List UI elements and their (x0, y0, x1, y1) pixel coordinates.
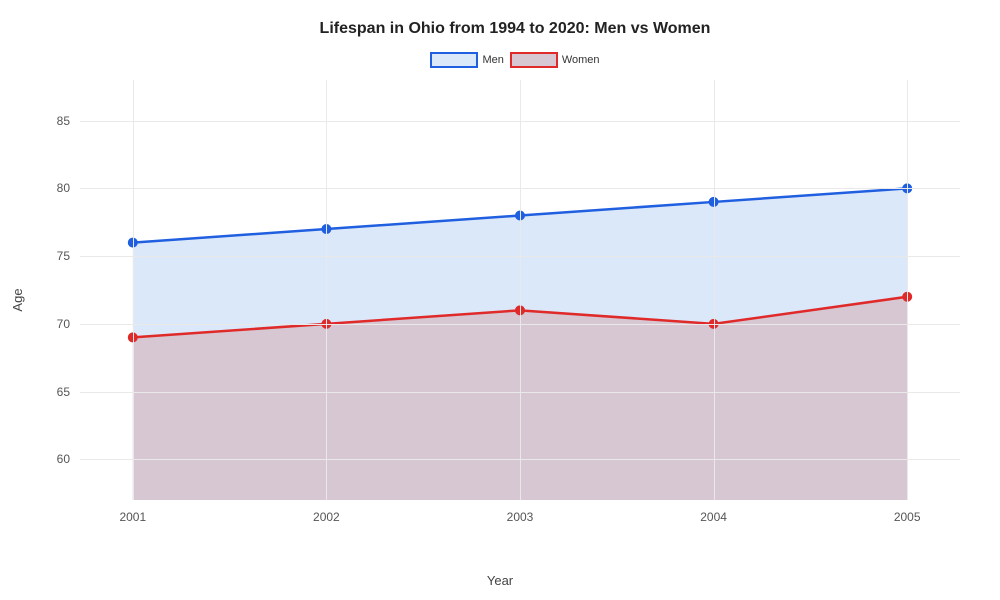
legend-swatch-women (510, 52, 558, 68)
gridline-v (326, 80, 327, 500)
x-tick-label: 2001 (119, 500, 146, 524)
y-axis-label: Age (10, 288, 25, 311)
y-tick-label: 80 (57, 181, 80, 195)
y-tick-label: 60 (57, 452, 80, 466)
legend-item-women: Women (510, 52, 600, 68)
legend: Men Women (60, 52, 970, 68)
x-tick-label: 2003 (507, 500, 534, 524)
legend-item-men: Men (430, 52, 503, 68)
x-tick-label: 2004 (700, 500, 727, 524)
x-tick-label: 2005 (894, 500, 921, 524)
gridline-v (133, 80, 134, 500)
x-axis-label: Year (487, 573, 513, 588)
x-tick-label: 2002 (313, 500, 340, 524)
gridline-v (907, 80, 908, 500)
legend-label-men: Men (482, 54, 503, 66)
y-tick-label: 70 (57, 317, 80, 331)
chart-container: Lifespan in Ohio from 1994 to 2020: Men … (0, 0, 1000, 600)
y-tick-label: 85 (57, 114, 80, 128)
gridline-v (520, 80, 521, 500)
legend-swatch-men (430, 52, 478, 68)
y-tick-label: 65 (57, 385, 80, 399)
gridline-v (714, 80, 715, 500)
chart-title: Lifespan in Ohio from 1994 to 2020: Men … (60, 20, 970, 38)
plot-area: 60657075808520012002200320042005 (80, 80, 960, 500)
legend-label-women: Women (562, 54, 600, 66)
y-tick-label: 75 (57, 249, 80, 263)
